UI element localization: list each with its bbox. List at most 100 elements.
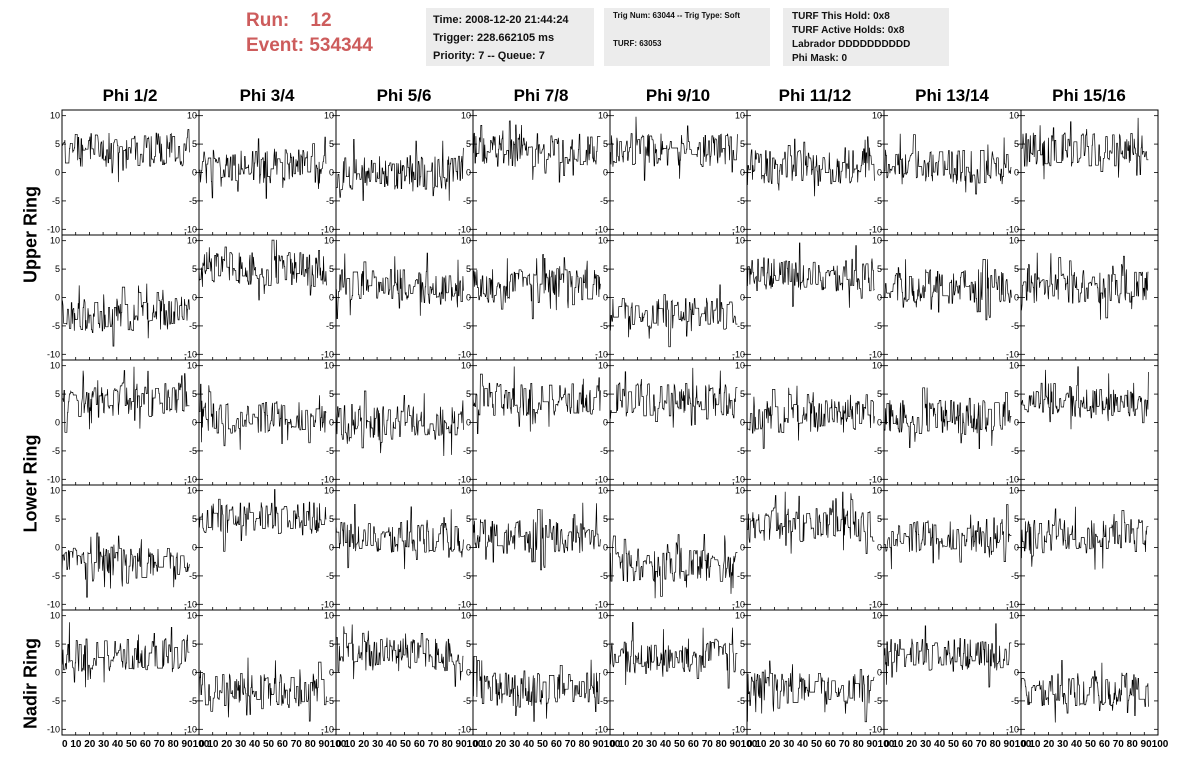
y-tick-label: 5 [740, 389, 745, 399]
y-tick-label: 10 [1009, 611, 1019, 621]
waveform-trace [1020, 506, 1149, 570]
y-tick-label: -5 [874, 446, 882, 456]
column-header-phi-9-10: Phi 9/10 [645, 86, 711, 105]
y-tick-label: 10 [50, 236, 60, 246]
y-tick-label: 10 [187, 611, 197, 621]
y-tick-label: -10 [732, 474, 745, 484]
y-tick-label: 0 [329, 418, 334, 428]
y-tick-label: 0 [192, 543, 197, 553]
priority-text: Priority: 7 -- Queue: 7 [433, 50, 545, 62]
y-tick-label: 5 [1014, 514, 1019, 524]
panel-frame [609, 234, 748, 361]
y-tick-label: 5 [1014, 264, 1019, 274]
waveform-trace [199, 489, 327, 552]
panel-frame [335, 234, 474, 361]
waveform-trace [199, 383, 327, 450]
waveform-trace [610, 284, 738, 348]
y-tick-label: 5 [329, 389, 334, 399]
trigger-text: Trigger: 228.662105 ms [433, 32, 555, 44]
waveform-trace [1021, 117, 1149, 180]
y-tick-label: -5 [326, 571, 334, 581]
event-label: Event: [246, 35, 305, 56]
y-tick-label: -5 [737, 321, 745, 331]
column-header-phi-7-8: Phi 7/8 [513, 86, 569, 105]
y-tick-label: 10 [872, 611, 882, 621]
y-tick-label: -5 [1011, 571, 1019, 581]
waveform-trace [610, 533, 738, 599]
panel-frame [609, 359, 748, 486]
y-tick-label: 0 [55, 543, 60, 553]
y-tick-label: 10 [461, 111, 471, 121]
waveform-trace [199, 136, 327, 199]
y-tick-label: -5 [52, 696, 60, 706]
y-tick-label: -5 [189, 321, 197, 331]
y-tick-label: 5 [55, 389, 60, 399]
y-tick-label: -10 [458, 224, 471, 234]
y-tick-label: 10 [324, 361, 334, 371]
waveform-trace [61, 532, 190, 598]
y-tick-label: -10 [1006, 474, 1019, 484]
y-tick-label: -10 [458, 599, 471, 609]
y-tick-label: 5 [55, 639, 60, 649]
panel-frame [61, 359, 200, 486]
y-tick-label: 0 [740, 418, 745, 428]
y-tick-label: 5 [877, 389, 882, 399]
y-tick-label: -10 [458, 724, 471, 734]
y-tick-label: -5 [1011, 446, 1019, 456]
y-tick-label: -10 [595, 224, 608, 234]
y-tick-label: 0 [55, 293, 60, 303]
y-tick-label: -10 [184, 474, 197, 484]
y-tick-label: -10 [321, 474, 334, 484]
y-tick-label: -5 [326, 696, 334, 706]
y-tick-label: -5 [600, 446, 608, 456]
panel-frame [335, 609, 474, 736]
y-tick-label: 10 [598, 111, 608, 121]
y-tick-label: 0 [603, 168, 608, 178]
y-tick-label: 10 [50, 486, 60, 496]
y-tick-label: -5 [737, 696, 745, 706]
y-tick-label: -5 [874, 321, 882, 331]
y-tick-label: 0 [1014, 543, 1019, 553]
column-header-phi-5-6: Phi 5/6 [376, 86, 432, 105]
y-tick-label: 0 [329, 543, 334, 553]
column-header-phi-1-2: Phi 1/2 [102, 86, 158, 105]
y-tick-label: 5 [603, 639, 608, 649]
y-tick-label: 10 [735, 611, 745, 621]
y-tick-label: 5 [740, 639, 745, 649]
y-tick-label: -10 [458, 474, 471, 484]
y-tick-label: 0 [603, 668, 608, 678]
y-tick-label: 5 [55, 264, 60, 274]
y-tick-label: 10 [50, 111, 60, 121]
y-tick-label: 0 [603, 418, 608, 428]
turf-active-text: TURF Active Holds: 0x8 [792, 25, 905, 36]
y-tick-label: -10 [321, 224, 334, 234]
y-tick-label: -10 [869, 474, 882, 484]
y-tick-label: -5 [1011, 696, 1019, 706]
y-tick-label: 10 [50, 361, 60, 371]
y-tick-label: -10 [458, 349, 471, 359]
y-tick-label: 5 [740, 139, 745, 149]
x-tick-label-row: 0 10 20 30 40 50 60 70 80 90100 [336, 739, 484, 750]
y-tick-label: -5 [874, 196, 882, 206]
y-tick-label: -10 [595, 724, 608, 734]
panel-frame [198, 609, 337, 736]
y-tick-label: 5 [55, 139, 60, 149]
y-tick-label: 5 [877, 639, 882, 649]
run-event-box: Run: 12 Event: 534344 [246, 8, 373, 58]
y-tick-label: 5 [192, 639, 197, 649]
waveform-trace [884, 504, 1012, 570]
waveform-trace [61, 129, 190, 183]
labrador-text: Labrador DDDDDDDDDD [792, 39, 911, 50]
waveform-trace [884, 133, 1012, 195]
y-tick-label: 0 [192, 293, 197, 303]
y-tick-label: 0 [740, 543, 745, 553]
y-tick-label: 0 [877, 293, 882, 303]
event-row: Event: 534344 [246, 33, 373, 58]
y-tick-label: 10 [872, 236, 882, 246]
y-tick-label: -5 [737, 571, 745, 581]
y-tick-label: -5 [326, 321, 334, 331]
waveform-trace [62, 366, 190, 433]
run-value: 12 [310, 10, 332, 31]
y-tick-label: -10 [47, 599, 60, 609]
y-tick-label: 5 [466, 639, 471, 649]
